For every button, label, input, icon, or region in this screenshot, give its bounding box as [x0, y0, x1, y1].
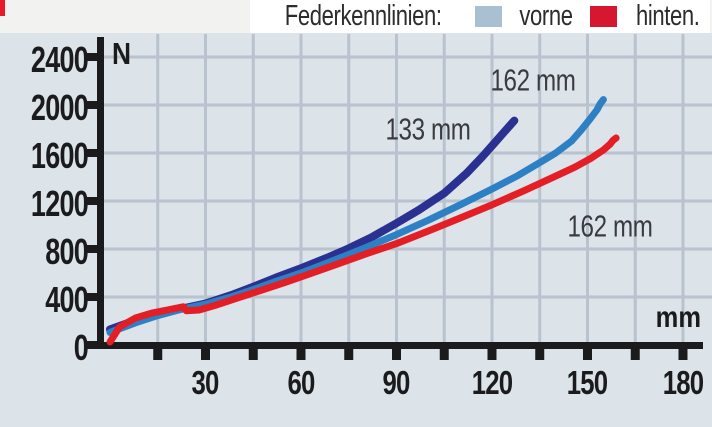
y-tick-800	[87, 245, 101, 253]
curve-vorne-vorne-162-mm	[106, 96, 607, 336]
y-tick-1600	[87, 149, 101, 157]
x-tick-45	[248, 349, 258, 360]
y-tick-label-400: 400	[45, 279, 89, 320]
curve-label-vorne-162-mm: 162 mm	[490, 62, 576, 98]
y-tick-400	[87, 293, 101, 301]
x-tick-15	[153, 349, 163, 360]
x-tick-150	[582, 349, 592, 360]
legend-swatch-hinten	[590, 6, 618, 27]
legend-title: Federkennlinien:	[284, 0, 442, 32]
y-tick-label-0: 0	[73, 327, 89, 368]
x-tick-label-180: 180	[662, 364, 704, 401]
y-tick-label-2400: 2400	[30, 39, 89, 80]
curve-label-hinten-162-mm: 162 mm	[567, 208, 653, 244]
legend-label-vorne: vorne	[519, 0, 574, 32]
x-tick-120	[487, 349, 497, 360]
x-tick-30	[200, 349, 210, 360]
y-axis-unit-label: N	[112, 36, 132, 71]
curve-hinten-hinten-162-mm	[106, 134, 620, 346]
curve-label-vorne-133-mm: 133 mm	[385, 111, 471, 147]
y-tick-2000	[87, 101, 101, 109]
x-axis-unit-label: mm	[655, 301, 701, 334]
curves	[106, 96, 620, 346]
x-tick-label-150: 150	[567, 364, 608, 401]
y-tick-label-1600: 1600	[30, 135, 89, 176]
x-tick-label-120: 120	[471, 364, 513, 401]
y-tick-0	[87, 341, 101, 349]
x-tick-105	[439, 349, 449, 360]
chart-legend: Federkennlinien: vorne hinten.	[249, 0, 710, 33]
x-tick-label-30: 30	[191, 364, 220, 401]
x-tick-60	[296, 349, 306, 360]
y-tick-label-2000: 2000	[30, 87, 89, 128]
y-tick-label-1200: 1200	[30, 183, 89, 224]
axis-ticks	[87, 53, 688, 360]
x-tick-75	[344, 349, 354, 360]
y-tick-2400	[87, 53, 101, 61]
y-tick-label-800: 800	[45, 231, 89, 272]
x-tick-135	[535, 349, 545, 360]
page-corner-mark	[0, 0, 5, 16]
x-tick-label-60: 60	[287, 364, 315, 401]
x-tick-165	[630, 349, 640, 360]
x-tick-180	[678, 349, 688, 360]
x-tick-90	[391, 349, 401, 360]
legend-label-hinten: hinten.	[636, 0, 700, 32]
gridlines	[103, 34, 712, 345]
y-tick-1200	[87, 197, 101, 205]
legend-swatch-vorne	[475, 6, 503, 27]
x-tick-label-90: 90	[382, 364, 411, 401]
